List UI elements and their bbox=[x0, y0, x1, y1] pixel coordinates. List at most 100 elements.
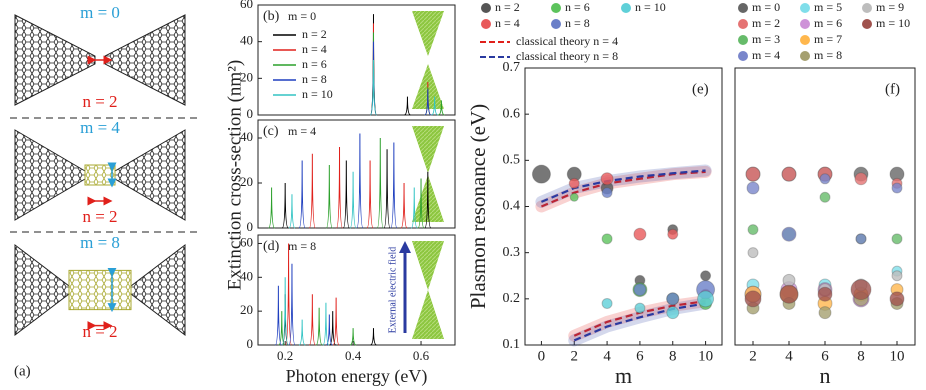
bubble bbox=[747, 224, 759, 236]
legend-label: n = 10 bbox=[635, 0, 666, 14]
bubble bbox=[854, 172, 868, 186]
legend-label: n = 6 bbox=[302, 57, 327, 71]
y-tick-label: 0 bbox=[247, 219, 254, 234]
bubble bbox=[781, 226, 797, 242]
bubble bbox=[634, 302, 646, 314]
spectrum-peak bbox=[376, 137, 384, 229]
bubble bbox=[779, 284, 799, 304]
inset-label: External electric field bbox=[387, 247, 398, 334]
bubble bbox=[666, 292, 680, 306]
legend-label: classical theory n = 4 bbox=[516, 34, 618, 48]
spectrum-peak bbox=[268, 187, 276, 229]
legend-label: n = 6 bbox=[565, 0, 590, 14]
x-tick-label: 0 bbox=[538, 348, 546, 364]
legend-label: m = 10 bbox=[876, 16, 910, 30]
x-tick-label: 4 bbox=[603, 348, 611, 364]
y-axis-label: Extinction cross-section (nm²) bbox=[224, 60, 245, 290]
legend-swatch bbox=[551, 19, 561, 29]
spectrum-peak bbox=[274, 285, 282, 346]
n-label: n = 2 bbox=[82, 207, 117, 226]
x-tick-label: 10 bbox=[890, 348, 905, 364]
legend-label: m = 3 bbox=[752, 32, 780, 46]
bubble bbox=[667, 228, 679, 240]
theory-band bbox=[535, 164, 712, 208]
legend-label: m = 4 bbox=[752, 48, 780, 62]
x-axis-label: n bbox=[820, 363, 831, 388]
y-tick-label: 0.2 bbox=[503, 291, 521, 306]
legend-swatch bbox=[738, 51, 748, 61]
legend-swatch bbox=[800, 3, 810, 13]
panel-label: (a) bbox=[14, 363, 31, 379]
graphene-left bbox=[14, 243, 70, 337]
legend-label: m = 7 bbox=[814, 32, 842, 46]
legend-label: classical theory n = 8 bbox=[516, 49, 618, 63]
bubble bbox=[569, 192, 579, 202]
bubble bbox=[600, 172, 614, 186]
spectrum-peak bbox=[298, 319, 306, 346]
y-tick-label: 0.6 bbox=[503, 106, 521, 121]
y-tick-label: 20 bbox=[240, 302, 253, 317]
legend-swatch bbox=[800, 35, 810, 45]
graphene-bridge bbox=[84, 164, 116, 186]
spectrum-peak bbox=[366, 160, 374, 229]
bubble bbox=[818, 306, 832, 320]
legend-label: m = 5 bbox=[814, 0, 842, 14]
legend-label: n = 8 bbox=[302, 72, 327, 86]
legend-label: m = 8 bbox=[814, 48, 842, 62]
legend-label: n = 4 bbox=[302, 42, 327, 56]
legend-label: m = 9 bbox=[876, 0, 904, 14]
spectrum-peak bbox=[417, 178, 425, 229]
panel-annotation: m = 8 bbox=[288, 239, 316, 253]
panel-annotation: m = 0 bbox=[288, 9, 316, 23]
spectrum-peak bbox=[298, 160, 306, 229]
spectrum-peak bbox=[356, 133, 364, 229]
bubble bbox=[666, 306, 680, 320]
panel-label: (e) bbox=[692, 81, 709, 97]
n-label: n = 2 bbox=[82, 92, 117, 111]
bubble bbox=[747, 247, 759, 259]
x-tick-label: 8 bbox=[669, 348, 677, 364]
inset-icon bbox=[412, 290, 444, 339]
bubble bbox=[531, 164, 551, 184]
bubble bbox=[601, 297, 613, 309]
spectrum-peak bbox=[332, 297, 340, 346]
y-tick-label: 0 bbox=[247, 106, 254, 121]
legend-swatch bbox=[738, 3, 748, 13]
y-axis-label: Plasmon resonance (eV) bbox=[466, 104, 490, 309]
legend-label: m = 2 bbox=[752, 16, 780, 30]
bubble bbox=[889, 291, 905, 307]
bubble bbox=[817, 286, 833, 302]
spectrum-peak bbox=[336, 146, 344, 229]
bubble bbox=[850, 279, 872, 301]
y-tick-label: 0.7 bbox=[503, 60, 521, 75]
y-tick-label: 60 bbox=[240, 0, 253, 11]
legend-swatch bbox=[551, 3, 561, 13]
panel-label: (f) bbox=[885, 81, 900, 97]
x-tick-label: 0.6 bbox=[413, 348, 430, 363]
legend-label: n = 2 bbox=[495, 0, 520, 14]
spectrum-peak bbox=[308, 294, 316, 346]
legend-label: n = 2 bbox=[302, 27, 327, 41]
x-tick-label: 8 bbox=[857, 348, 865, 364]
spectrum-peak bbox=[349, 328, 357, 346]
bubble bbox=[781, 166, 797, 182]
n-label: n = 2 bbox=[82, 322, 117, 341]
bubble bbox=[700, 270, 712, 282]
bubble bbox=[891, 270, 903, 282]
graphene-left bbox=[14, 129, 86, 221]
spectrum-peak bbox=[410, 187, 418, 229]
bubble bbox=[745, 166, 761, 182]
y-tick-label: 40 bbox=[240, 268, 253, 283]
spectrum-peak bbox=[369, 59, 377, 116]
panel-annotation: m = 4 bbox=[288, 124, 316, 138]
y-tick-label: 0 bbox=[247, 336, 254, 351]
theory-line bbox=[573, 302, 706, 342]
x-tick-label: 10 bbox=[698, 348, 713, 364]
bubble bbox=[633, 283, 647, 297]
y-tick-label: 20 bbox=[240, 174, 253, 189]
bubble bbox=[891, 233, 903, 245]
graphene-right bbox=[114, 129, 186, 221]
bubble bbox=[855, 233, 867, 245]
spectrum-peak bbox=[383, 149, 391, 229]
